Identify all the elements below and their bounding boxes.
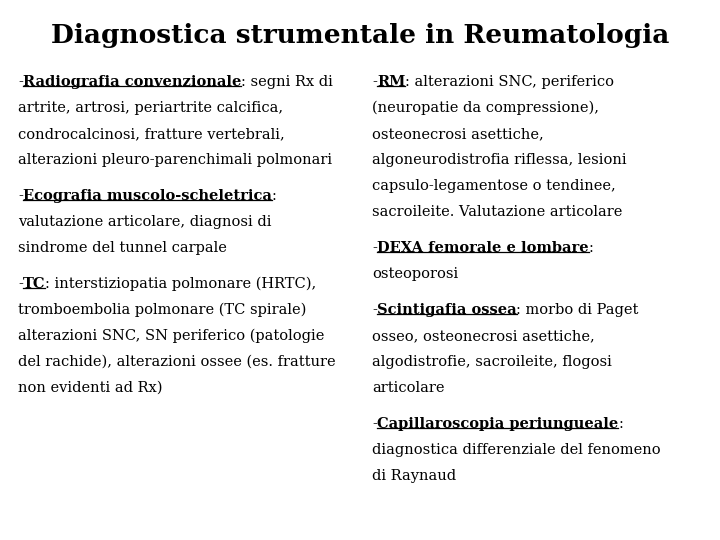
Text: : segni Rx di: : segni Rx di [241, 75, 333, 89]
Text: alterazioni SNC, SN periferico (patologie: alterazioni SNC, SN periferico (patologi… [18, 329, 325, 343]
Text: algodistrofie, sacroileite, flogosi: algodistrofie, sacroileite, flogosi [372, 355, 612, 369]
Text: non evidenti ad Rx): non evidenti ad Rx) [18, 381, 163, 395]
Text: di Raynaud: di Raynaud [372, 469, 456, 483]
Text: :: : [588, 241, 593, 255]
Text: osteonecrosi asettiche,: osteonecrosi asettiche, [372, 127, 544, 141]
Text: :: : [618, 417, 623, 431]
Text: Capillaroscopia periungueale: Capillaroscopia periungueale [377, 417, 618, 431]
Text: valutazione articolare, diagnosi di: valutazione articolare, diagnosi di [18, 215, 271, 229]
Text: Diagnostica strumentale in Reumatologia: Diagnostica strumentale in Reumatologia [51, 23, 669, 48]
Text: articolare: articolare [372, 381, 444, 395]
Text: : morbo di Paget: : morbo di Paget [516, 303, 639, 317]
Text: -: - [372, 417, 377, 431]
Text: algoneurodistrofia riflessa, lesioni: algoneurodistrofia riflessa, lesioni [372, 153, 626, 167]
Text: sindrome del tunnel carpale: sindrome del tunnel carpale [18, 241, 227, 255]
Text: :: : [271, 189, 276, 203]
Text: (neuropatie da compressione),: (neuropatie da compressione), [372, 101, 599, 116]
Text: TC: TC [23, 277, 45, 291]
Text: condrocalcinosi, fratture vertebrali,: condrocalcinosi, fratture vertebrali, [18, 127, 284, 141]
Text: alterazioni pleuro-parenchimali polmonari: alterazioni pleuro-parenchimali polmonar… [18, 153, 332, 167]
Text: capsulo-legamentose o tendinee,: capsulo-legamentose o tendinee, [372, 179, 616, 193]
Text: Radiografia convenzionale: Radiografia convenzionale [23, 75, 241, 89]
Text: osteoporosi: osteoporosi [372, 267, 458, 281]
Text: diagnostica differenziale del fenomeno: diagnostica differenziale del fenomeno [372, 443, 661, 457]
Text: -: - [372, 75, 377, 89]
Text: : alterazioni SNC, periferico: : alterazioni SNC, periferico [405, 75, 614, 89]
Text: sacroileite. Valutazione articolare: sacroileite. Valutazione articolare [372, 205, 622, 219]
Text: RM: RM [377, 75, 405, 89]
Text: -: - [18, 189, 23, 203]
Text: -: - [18, 277, 23, 291]
Text: -: - [372, 241, 377, 255]
Text: del rachide), alterazioni ossee (es. fratture: del rachide), alterazioni ossee (es. fra… [18, 355, 336, 369]
Text: Scintigafia ossea: Scintigafia ossea [377, 303, 516, 317]
Text: artrite, artrosi, periartrite calcifica,: artrite, artrosi, periartrite calcifica, [18, 101, 283, 115]
Text: -: - [372, 303, 377, 317]
Text: osseo, osteonecrosi asettiche,: osseo, osteonecrosi asettiche, [372, 329, 595, 343]
Text: tromboembolia polmonare (TC spirale): tromboembolia polmonare (TC spirale) [18, 303, 307, 318]
Text: : interstiziopatia polmonare (HRTC),: : interstiziopatia polmonare (HRTC), [45, 277, 317, 292]
Text: DEXA femorale e lombare: DEXA femorale e lombare [377, 241, 588, 255]
Text: Ecografia muscolo-scheletrica: Ecografia muscolo-scheletrica [23, 189, 271, 203]
Text: -: - [18, 75, 23, 89]
